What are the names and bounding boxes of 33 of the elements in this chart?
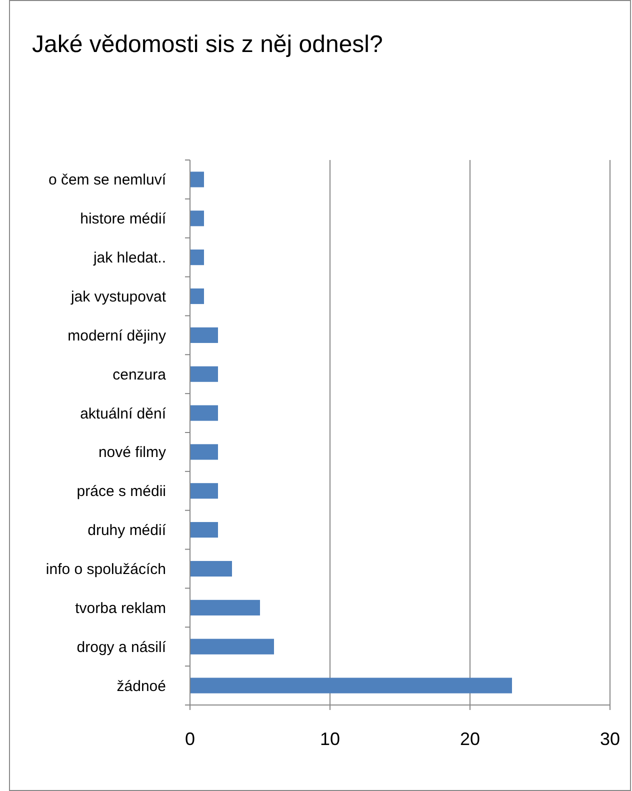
x-tick-label: 20 xyxy=(460,729,480,749)
bar xyxy=(190,172,204,188)
x-tick-label: 0 xyxy=(184,729,196,749)
bar xyxy=(190,250,204,266)
y-tick-label: práce s médii xyxy=(76,483,166,500)
y-tick-label: jak hledat.. xyxy=(92,250,166,267)
bar xyxy=(190,444,218,460)
y-tick-label: drogy a násilí xyxy=(76,638,167,656)
y-tick-label: druhy médií xyxy=(88,522,167,540)
bar xyxy=(190,210,204,226)
y-tick-label: žádnoé xyxy=(116,678,166,695)
y-tick-label: moderní dějiny xyxy=(68,327,166,344)
chart-title: Jaké vědomosti sis z něj odnesl? xyxy=(32,31,383,58)
bar xyxy=(190,560,232,577)
x-tick-label: 30 xyxy=(600,729,620,749)
bar xyxy=(190,483,218,499)
y-tick-label: aktuální dění xyxy=(80,405,167,422)
bar xyxy=(190,600,260,616)
bar xyxy=(190,522,218,538)
bar xyxy=(190,288,204,304)
y-tick-label: info o spolužácích xyxy=(46,561,166,578)
y-tick-label: jak vystupovat xyxy=(70,288,167,306)
bar xyxy=(190,366,218,382)
y-tick-label: o čem se nemluví xyxy=(48,172,167,189)
bar xyxy=(190,638,274,654)
bar xyxy=(190,327,218,343)
x-tick-label: 10 xyxy=(320,729,340,749)
y-tick-label: tvorba reklam xyxy=(75,600,166,617)
y-tick-label: histore médií xyxy=(80,210,167,228)
bar xyxy=(190,678,512,694)
y-tick-label: cenzura xyxy=(112,366,167,384)
y-tick-label: nové filmy xyxy=(98,444,166,462)
bar xyxy=(190,405,218,421)
